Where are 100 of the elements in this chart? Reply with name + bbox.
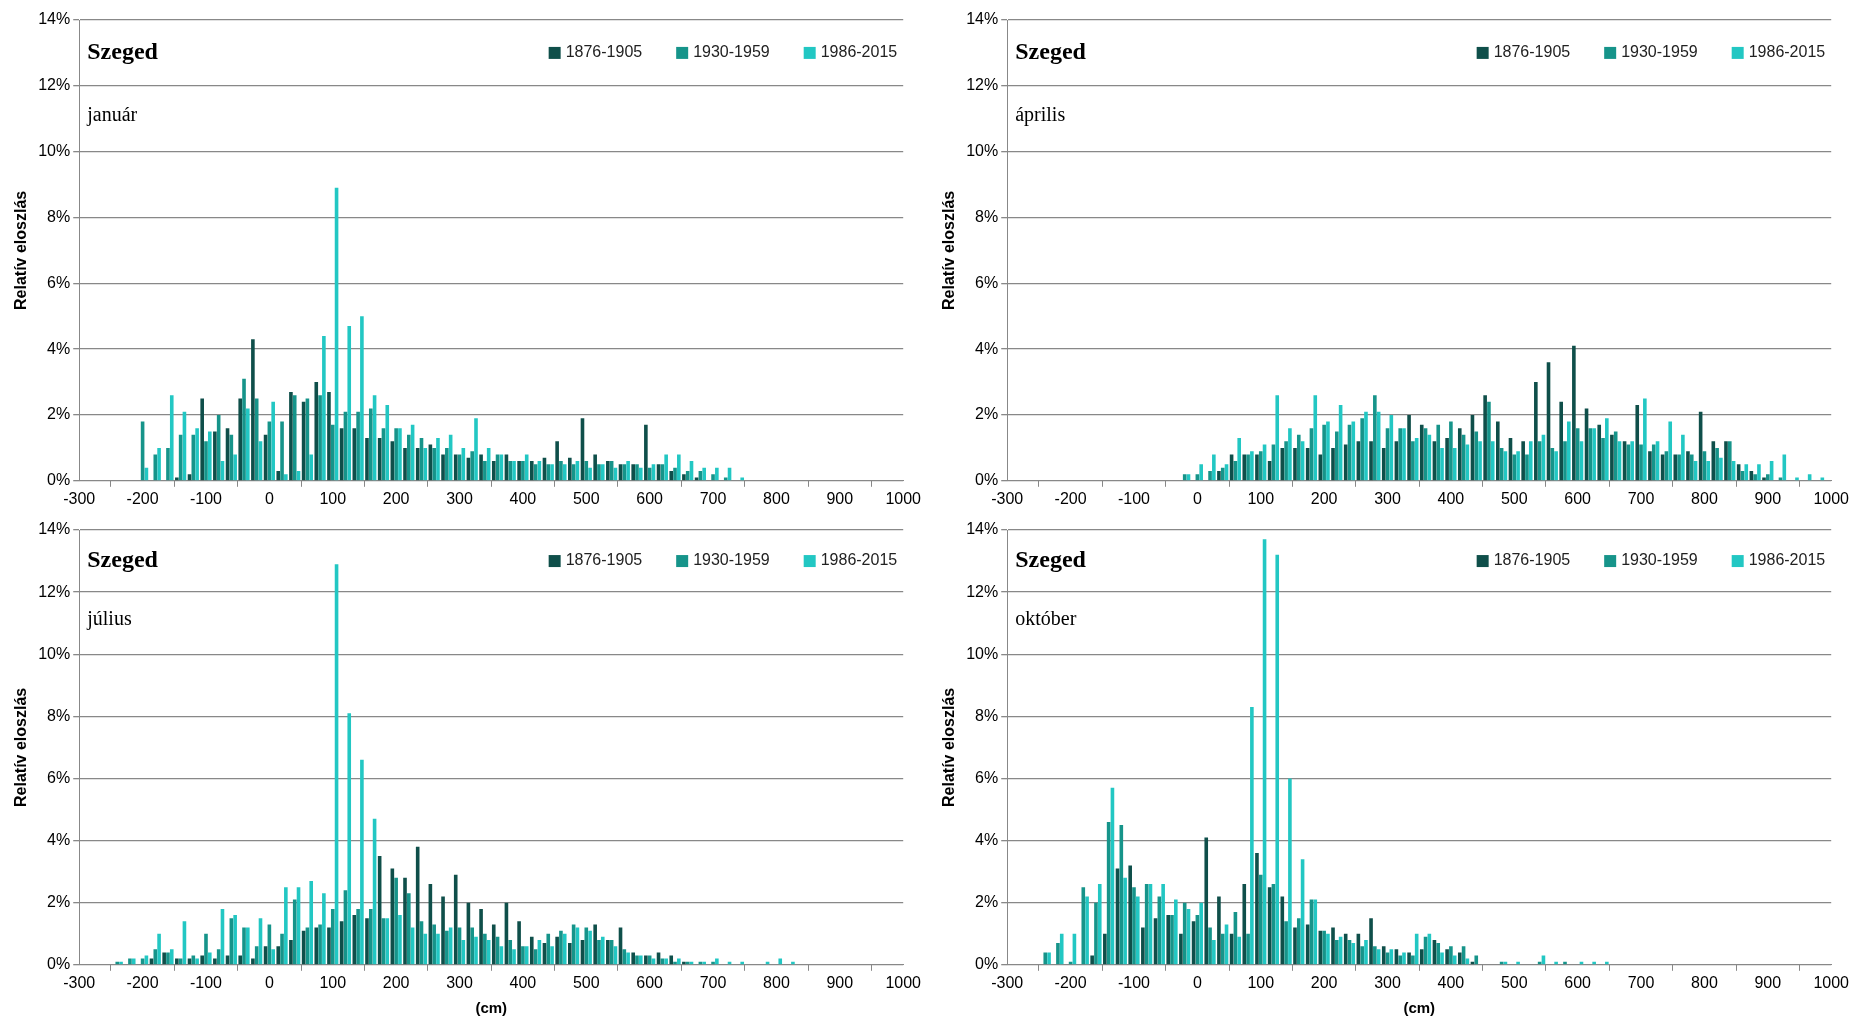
bar — [1706, 461, 1711, 481]
bar — [1250, 707, 1254, 965]
bar — [368, 408, 373, 481]
bar — [1275, 554, 1280, 965]
bar — [445, 447, 449, 481]
y-tick-label: 14% — [966, 10, 999, 28]
bar — [1217, 470, 1221, 481]
bar — [521, 461, 525, 481]
bar — [517, 461, 521, 481]
bar — [153, 454, 158, 481]
x-tick-label: 400 — [509, 973, 537, 991]
bar — [407, 434, 411, 481]
x-tick-label: 1000 — [885, 489, 922, 507]
x-tick-label: -200 — [126, 973, 159, 991]
legend-label: 1986-2015 — [820, 43, 898, 61]
x-tick-label: 900 — [1754, 489, 1782, 507]
bar — [251, 958, 255, 965]
bar — [1411, 955, 1415, 965]
bar — [1681, 434, 1685, 481]
y-tick-label: 14% — [38, 520, 71, 538]
bar — [512, 461, 516, 481]
bar — [1242, 884, 1247, 965]
bar — [453, 454, 458, 481]
bar — [1242, 454, 1247, 481]
bar — [276, 470, 281, 481]
bar — [682, 474, 686, 481]
bar — [166, 952, 170, 965]
y-tick-label: 12% — [966, 582, 999, 600]
bar — [1449, 946, 1453, 965]
bar — [1419, 949, 1424, 965]
bar — [271, 401, 275, 481]
bar — [356, 411, 360, 481]
bar — [1161, 884, 1165, 965]
bar — [597, 939, 601, 965]
legend-label: 1876-1905 — [565, 43, 643, 61]
x-tick-label: 900 — [826, 973, 854, 991]
bar — [1090, 955, 1094, 965]
x-tick-label: 600 — [1564, 973, 1592, 991]
bar — [314, 382, 319, 481]
bar — [568, 943, 572, 965]
bar — [407, 893, 411, 965]
x-tick-label: 1000 — [885, 973, 922, 991]
bar — [204, 441, 208, 481]
bar — [1440, 447, 1444, 481]
x-tick-label: -300 — [991, 489, 1024, 507]
bar — [1554, 451, 1558, 481]
bar — [1360, 946, 1364, 965]
bar — [1174, 899, 1178, 965]
y-tick-label: 14% — [966, 520, 999, 538]
bar — [529, 936, 534, 965]
legend-label: 1876-1905 — [1493, 43, 1571, 61]
bar — [1727, 441, 1732, 481]
bar — [1284, 921, 1288, 965]
legend-label: 1986-2015 — [1748, 551, 1826, 569]
y-tick-label: 10% — [38, 142, 71, 160]
bar — [200, 955, 204, 965]
legend-label: 1930-1959 — [693, 551, 770, 569]
bar — [200, 398, 204, 481]
bar — [1258, 874, 1263, 965]
bar — [289, 391, 293, 481]
bar — [512, 949, 516, 965]
bar — [584, 927, 589, 965]
bar — [1284, 441, 1288, 481]
bar — [1474, 431, 1479, 481]
bar — [1689, 454, 1694, 481]
bar — [483, 461, 487, 481]
bar — [1326, 933, 1330, 965]
bar — [1280, 447, 1285, 481]
bar — [1293, 927, 1297, 965]
bar — [284, 474, 288, 481]
legend-label: 1930-1959 — [1621, 551, 1698, 569]
bar — [403, 877, 407, 965]
bar — [1097, 884, 1102, 965]
bar — [474, 936, 478, 965]
bar — [1369, 441, 1373, 481]
x-tick-label: -300 — [63, 973, 96, 991]
text: január — [86, 102, 138, 126]
bar — [1331, 927, 1335, 965]
bar — [166, 447, 170, 481]
x-tick-label: 100 — [1247, 973, 1275, 991]
bar — [1296, 434, 1301, 481]
bar — [1313, 899, 1318, 965]
bar — [318, 924, 322, 965]
y-tick-label: 8% — [975, 706, 999, 724]
bar — [1204, 837, 1209, 965]
bar — [327, 927, 331, 965]
bar — [195, 428, 199, 481]
bar — [593, 924, 597, 965]
bar — [1559, 401, 1563, 481]
bar — [432, 447, 436, 481]
bar — [1528, 441, 1533, 481]
x-tick-label: 0 — [1192, 489, 1202, 507]
bar — [276, 946, 281, 965]
bar — [1351, 943, 1356, 965]
bar — [1563, 441, 1567, 481]
bar — [508, 939, 513, 965]
bar — [1521, 441, 1525, 481]
bar — [1449, 421, 1453, 481]
x-tick-label: -300 — [63, 489, 96, 507]
bar — [207, 431, 212, 481]
